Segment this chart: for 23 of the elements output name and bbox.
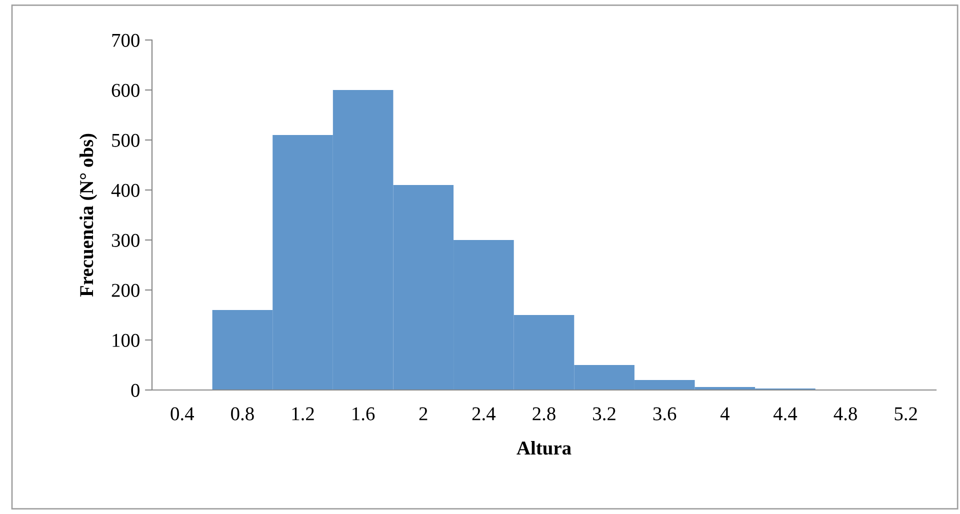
- x-tick-label: 0.8: [231, 407, 254, 420]
- x-tick-label: 4.8: [834, 407, 857, 420]
- y-tick-label: 400: [111, 184, 140, 197]
- y-tick-label: 500: [112, 134, 140, 147]
- x-tick-label: 5.2: [894, 407, 917, 420]
- x-tick-label: 2.4: [472, 407, 496, 420]
- x-tick-label: 4.4: [773, 407, 798, 420]
- x-tick-label: 3.6: [653, 407, 676, 420]
- y-tick-label: 700: [112, 34, 140, 47]
- y-tick-label: 300: [112, 234, 140, 247]
- x-tick-label: 2: [419, 407, 428, 420]
- x-tick-label: 2.8: [532, 407, 556, 420]
- x-tick-label: 3.2: [593, 407, 616, 420]
- y-tick-label: 200: [112, 284, 140, 297]
- y-tick-label: 100: [112, 334, 140, 347]
- y-tick-label: 0: [131, 384, 140, 397]
- x-tick-label: 1.6: [352, 407, 375, 420]
- y-tick-label: 600: [112, 84, 140, 97]
- x-axis-title: Altura: [516, 440, 572, 455]
- x-tick-label: 1.2: [292, 407, 314, 420]
- x-tick-label: 0.4: [170, 407, 194, 420]
- x-tick-label: 4: [720, 407, 730, 420]
- y-axis-title: Frecuencia (N° obs): [80, 134, 98, 297]
